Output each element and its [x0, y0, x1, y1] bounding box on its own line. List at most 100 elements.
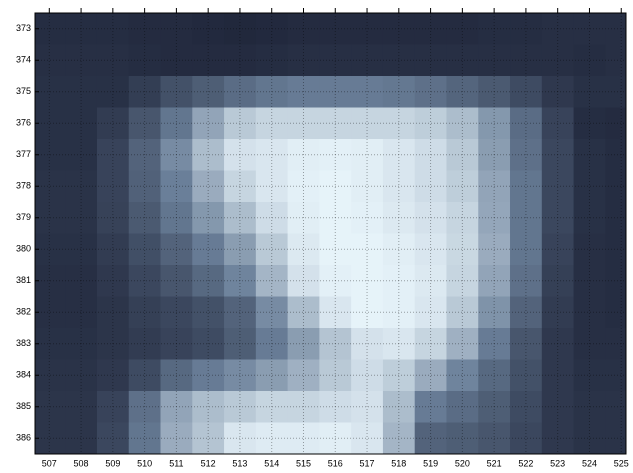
pixel-cell — [160, 328, 193, 360]
pixel-cell — [478, 296, 511, 329]
pixel-cell — [605, 359, 626, 392]
x-tick-label: 517 — [360, 458, 375, 468]
pixel-cell — [319, 391, 352, 423]
pixel-cell — [382, 202, 416, 234]
pixel-cell — [224, 422, 257, 454]
pixel-cell — [510, 170, 543, 203]
pixel-cell — [224, 296, 257, 329]
pixel-cell — [382, 328, 416, 360]
pixel-cell — [541, 422, 575, 454]
pixel-cell — [478, 107, 511, 140]
pixel-cell — [255, 107, 289, 140]
pixel-cell — [160, 44, 193, 77]
pixel-cell — [382, 44, 416, 77]
pixel-cell — [541, 265, 575, 297]
pixel-cell — [287, 233, 320, 266]
pixel-cell — [382, 391, 416, 423]
pixel-cell — [128, 13, 162, 45]
pixel-cell — [541, 359, 575, 392]
pixel-cell — [510, 359, 543, 392]
x-tick-label: 513 — [232, 458, 247, 468]
pixel-cell — [541, 170, 575, 203]
pixel-cell — [382, 233, 416, 266]
pixel-cell — [414, 76, 447, 108]
pixel-cell — [351, 233, 384, 266]
pixel-cell — [414, 139, 447, 171]
pixel-cell — [224, 107, 257, 140]
pixel-cell — [541, 44, 575, 77]
pixel-cell — [65, 296, 98, 329]
x-tick-label: 520 — [455, 458, 470, 468]
pixel-cell — [382, 76, 416, 108]
pixel-cell — [573, 170, 606, 203]
pixel-cell — [510, 265, 543, 297]
pixel-cell — [255, 296, 289, 329]
pixel-cell — [128, 422, 162, 454]
pixel-cell — [96, 359, 130, 392]
pixel-cell — [192, 265, 225, 297]
pixel-cell — [287, 391, 320, 423]
pixel-cell — [96, 422, 130, 454]
pixel-cell — [319, 76, 352, 108]
pixel-cell — [319, 44, 352, 77]
pixel-cell — [573, 76, 606, 108]
pixel-cell — [65, 44, 98, 77]
pixel-cell — [541, 391, 575, 423]
pixel-cell — [414, 391, 447, 423]
pixel-cell — [255, 328, 289, 360]
pixel-cell — [224, 359, 257, 392]
pixel-cell — [573, 139, 606, 171]
pixel-cell — [65, 233, 98, 266]
pixel-cell — [255, 202, 289, 234]
pixel-cell — [96, 139, 130, 171]
pixel-cell — [446, 107, 479, 140]
pixel-cell — [65, 422, 98, 454]
pixel-cell — [128, 44, 162, 77]
pixel-cell — [128, 202, 162, 234]
x-tick-label: 509 — [105, 458, 120, 468]
pixel-cell — [224, 265, 257, 297]
y-tick-label: 376 — [16, 118, 31, 128]
x-tick-label: 514 — [264, 458, 279, 468]
pixel-cell — [446, 328, 479, 360]
pixel-cell — [414, 13, 447, 45]
pixel-cell — [128, 359, 162, 392]
pixel-cell — [128, 76, 162, 108]
y-tick-label: 373 — [16, 23, 31, 33]
pixel-cell — [160, 296, 193, 329]
pixel-cell — [573, 44, 606, 77]
y-tick-label: 377 — [16, 149, 31, 159]
pixel-cell — [224, 44, 257, 77]
pixel-cell — [510, 76, 543, 108]
pixel-cell — [96, 391, 130, 423]
pixel-cell — [414, 44, 447, 77]
pixel-cell — [65, 170, 98, 203]
pixel-cell — [96, 107, 130, 140]
pixel-cell — [351, 170, 384, 203]
pixel-cell — [414, 328, 447, 360]
pixel-cell — [224, 13, 257, 45]
pixel-cell — [351, 139, 384, 171]
y-tick-label: 379 — [16, 212, 31, 222]
pixel-cell — [414, 202, 447, 234]
pixel-cell — [478, 202, 511, 234]
pixel-cell — [414, 170, 447, 203]
pixel-cell — [478, 13, 511, 45]
pixel-cell — [446, 170, 479, 203]
pixel-cell — [287, 296, 320, 329]
pixel-cell — [160, 359, 193, 392]
y-tick-label: 374 — [16, 55, 31, 65]
pixel-cell — [35, 296, 66, 329]
pixel-cell — [65, 265, 98, 297]
pixel-cell — [255, 76, 289, 108]
pixel-cell — [287, 422, 320, 454]
pixel-cell — [65, 13, 98, 45]
pixel-cell — [192, 44, 225, 77]
pixel-cell — [160, 265, 193, 297]
pixel-cell — [35, 265, 66, 297]
pixel-cell — [382, 359, 416, 392]
pixel-cell — [224, 328, 257, 360]
pixel-cell — [510, 139, 543, 171]
pixel-cell — [160, 422, 193, 454]
pixel-cell — [541, 76, 575, 108]
